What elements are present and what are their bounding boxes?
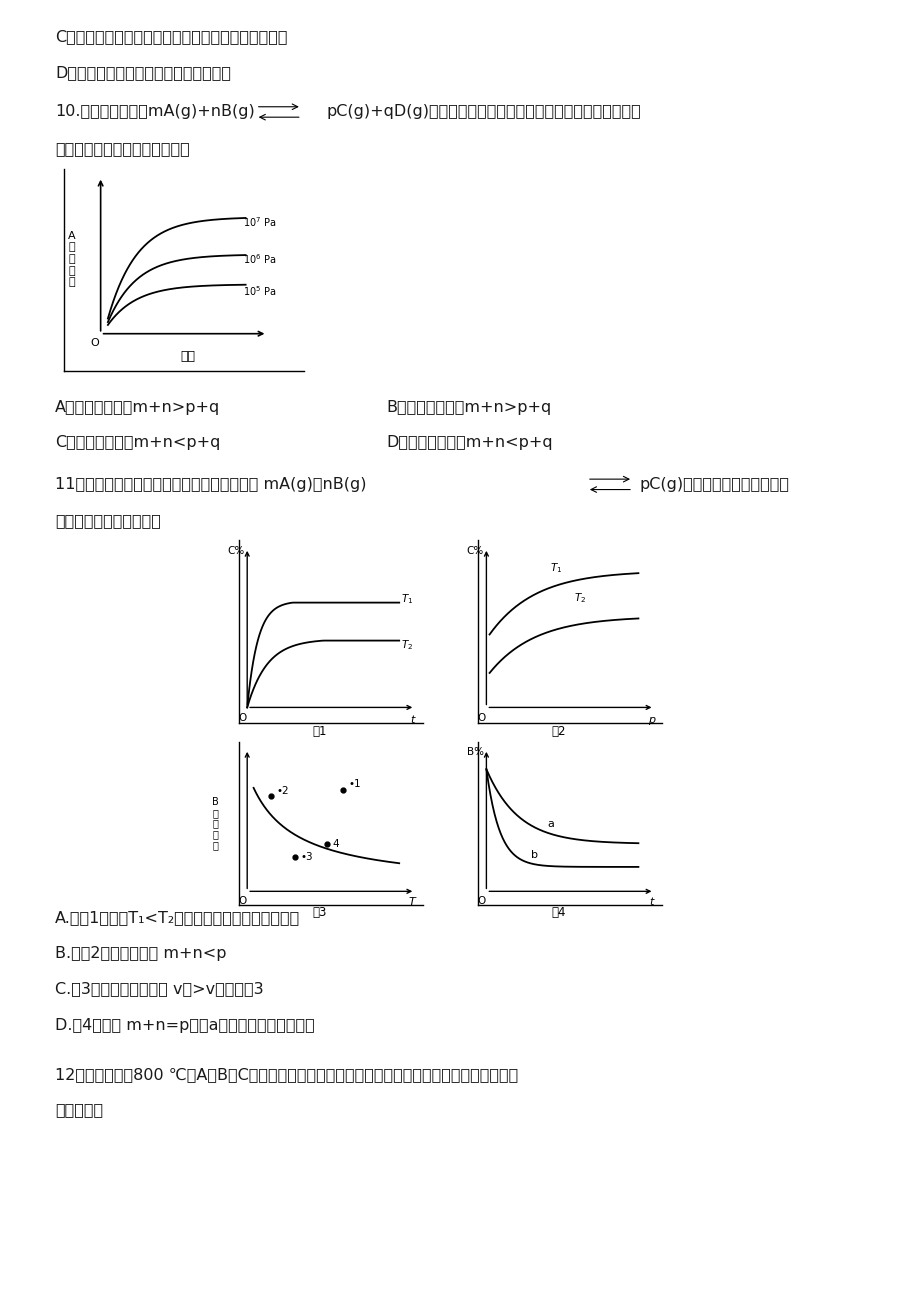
Text: p: p bbox=[647, 715, 654, 725]
Text: 12．下图所示为800 ℃时A、B、C三种气体在密闭容器中反应时浓度的变化，只从图上分析不能得: 12．下图所示为800 ℃时A、B、C三种气体在密闭容器中反应时浓度的变化，只从… bbox=[55, 1066, 518, 1082]
Text: $T_2$: $T_2$ bbox=[573, 591, 586, 605]
Text: A.由图1可知，T₁<T₂，该反应的正反应为吸热反应: A.由图1可知，T₁<T₂，该反应的正反应为吸热反应 bbox=[55, 910, 301, 926]
Text: 图1: 图1 bbox=[312, 725, 326, 738]
Text: O: O bbox=[238, 713, 246, 723]
Text: b: b bbox=[530, 850, 538, 861]
Text: $10^6$ Pa: $10^6$ Pa bbox=[243, 253, 276, 267]
Text: 11．某化学研究小组探究外界条件对化学反应 mA(g)＋nB(g): 11．某化学研究小组探究外界条件对化学反应 mA(g)＋nB(g) bbox=[55, 477, 367, 492]
Text: 10.有一化学平衡：mA(g)+nB(g): 10.有一化学平衡：mA(g)+nB(g) bbox=[55, 104, 255, 120]
Text: C%: C% bbox=[227, 546, 244, 556]
Text: 出的结论是: 出的结论是 bbox=[55, 1101, 103, 1117]
Text: B%: B% bbox=[466, 746, 483, 756]
Text: •1: •1 bbox=[347, 779, 360, 789]
Text: O: O bbox=[90, 337, 99, 348]
Text: a: a bbox=[547, 819, 553, 829]
Text: C．正反应吸热：m+n<p+q: C．正反应吸热：m+n<p+q bbox=[55, 435, 221, 450]
Text: 图2: 图2 bbox=[550, 725, 565, 738]
Text: C%: C% bbox=[466, 546, 483, 556]
Text: C.图3中，表示反应速率 v正>v逆的是点3: C.图3中，表示反应速率 v正>v逆的是点3 bbox=[55, 980, 264, 996]
Text: $T_1$: $T_1$ bbox=[550, 561, 562, 574]
Text: t: t bbox=[409, 715, 414, 725]
Text: 图4: 图4 bbox=[550, 906, 565, 919]
Text: 图3: 图3 bbox=[312, 906, 326, 919]
Text: $10^5$ Pa: $10^5$ Pa bbox=[243, 284, 276, 298]
Text: t: t bbox=[648, 897, 652, 907]
Text: 4: 4 bbox=[332, 838, 338, 849]
Text: $T_2$: $T_2$ bbox=[401, 638, 413, 652]
Text: 温度: 温度 bbox=[180, 350, 195, 363]
Text: pC(g)的速率和平衡的影响图像: pC(g)的速率和平衡的影响图像 bbox=[639, 477, 789, 492]
Text: pC(g)+qD(g)（如下图）表示的是转化率与压强、温度的关系。: pC(g)+qD(g)（如下图）表示的是转化率与压强、温度的关系。 bbox=[326, 104, 641, 120]
Text: $10^7$ Pa: $10^7$ Pa bbox=[243, 216, 276, 229]
Text: B．正反应放热：m+n>p+q: B．正反应放热：m+n>p+q bbox=[386, 400, 551, 415]
Text: D．非自发反应在任何条件下都不能实现: D．非自发反应在任何条件下都不能实现 bbox=[55, 65, 231, 81]
Text: O: O bbox=[238, 896, 246, 906]
Text: O: O bbox=[477, 896, 485, 906]
Text: •3: •3 bbox=[300, 852, 312, 862]
Text: A．正反应吸热：m+n>p+q: A．正反应吸热：m+n>p+q bbox=[55, 400, 221, 415]
Text: T: T bbox=[408, 897, 414, 907]
Text: B
的
转
化
率: B 的 转 化 率 bbox=[211, 797, 219, 850]
Text: •2: •2 bbox=[276, 785, 289, 796]
Text: O: O bbox=[477, 713, 485, 723]
Text: D.图4中，若 m+n=p，则a曲线一定使用了催化剂: D.图4中，若 m+n=p，则a曲线一定使用了催化剂 bbox=[55, 1018, 314, 1034]
Text: 分析图中曲线可以得出的结论是: 分析图中曲线可以得出的结论是 bbox=[55, 141, 189, 156]
Text: C．凡是放热反应都是自发的，吸热反应都是非自发的: C．凡是放热反应都是自发的，吸热反应都是非自发的 bbox=[55, 29, 288, 44]
Text: 如下，下列判断正确的是: 如下，下列判断正确的是 bbox=[55, 513, 161, 529]
Text: D．正反应放热：m+n<p+q: D．正反应放热：m+n<p+q bbox=[386, 435, 552, 450]
Text: $T_1$: $T_1$ bbox=[401, 592, 413, 607]
Text: A
的
转
化
率: A 的 转 化 率 bbox=[68, 230, 75, 288]
Text: B.由图2可知，该反应 m+n<p: B.由图2可知，该反应 m+n<p bbox=[55, 945, 226, 961]
